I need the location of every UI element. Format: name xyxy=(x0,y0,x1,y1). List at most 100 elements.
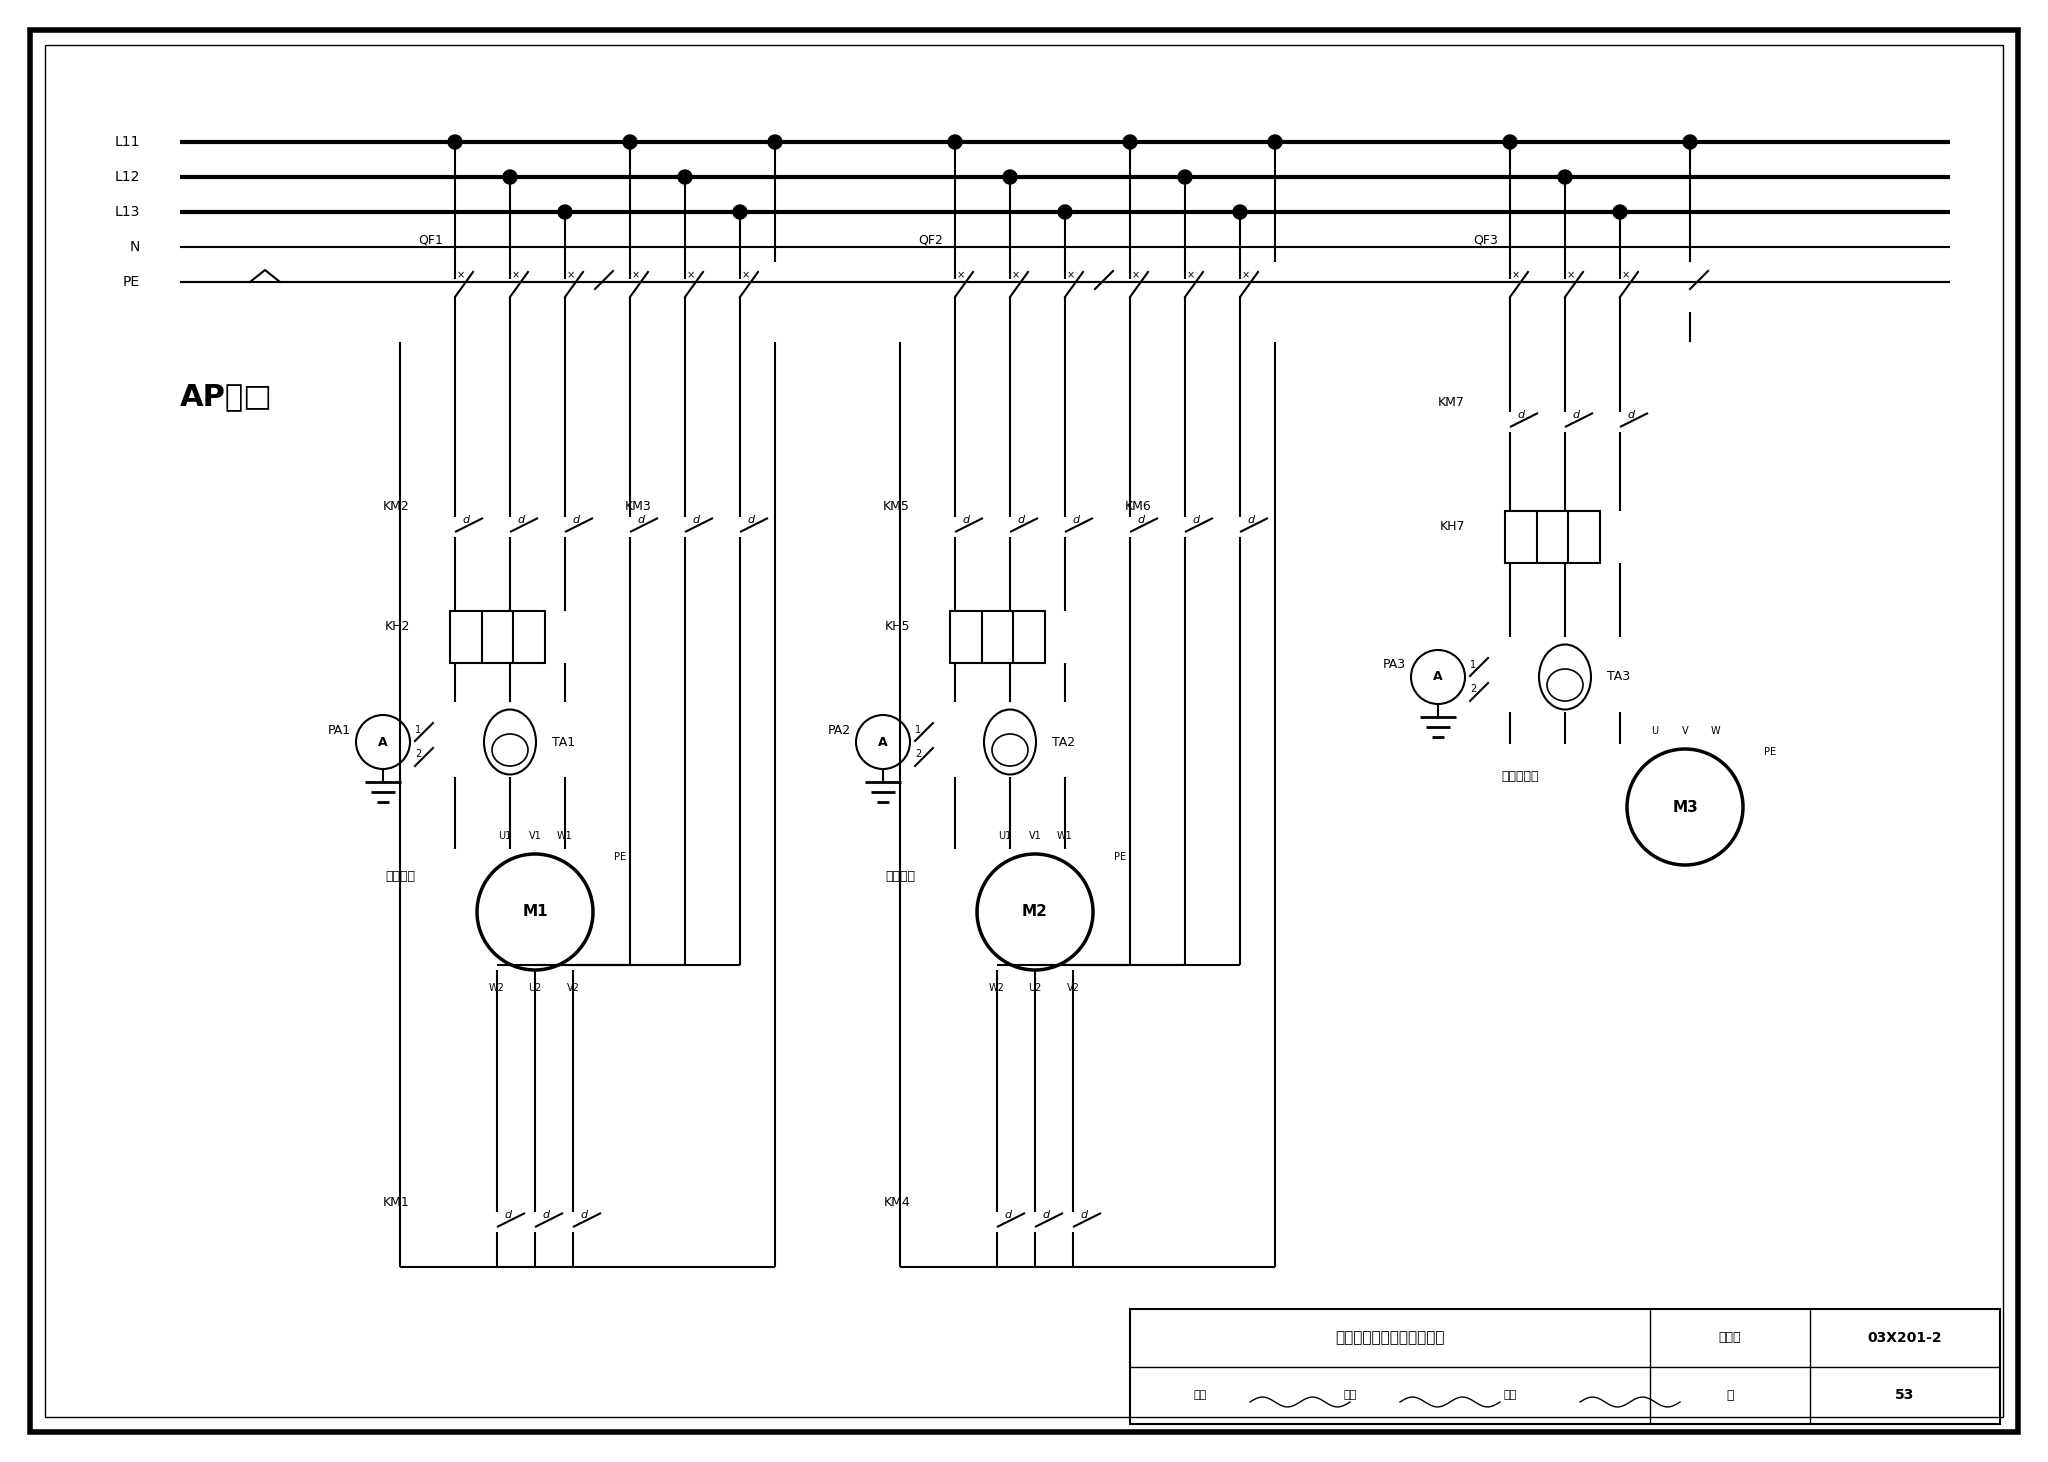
Text: 设计: 设计 xyxy=(1503,1390,1518,1401)
Text: d: d xyxy=(637,515,645,525)
Text: ×: × xyxy=(956,270,965,281)
Bar xyxy=(1130,1308,2001,1424)
Bar xyxy=(950,611,1044,662)
Text: ×: × xyxy=(1012,270,1020,281)
Text: d: d xyxy=(1018,515,1024,525)
Circle shape xyxy=(504,170,516,184)
Text: AP－□: AP－□ xyxy=(180,383,272,411)
Text: PA2: PA2 xyxy=(827,724,852,737)
Text: ×: × xyxy=(1067,270,1075,281)
Text: 校对: 校对 xyxy=(1343,1390,1356,1401)
Bar xyxy=(451,611,545,662)
Text: W: W xyxy=(1710,727,1720,735)
Text: 53: 53 xyxy=(1894,1389,1915,1402)
Text: PE: PE xyxy=(123,275,139,289)
Text: A: A xyxy=(879,735,889,749)
Text: V: V xyxy=(1681,727,1688,735)
Text: ×: × xyxy=(741,270,750,281)
Text: TA2: TA2 xyxy=(1053,735,1075,749)
Text: 03X201-2: 03X201-2 xyxy=(1868,1330,1942,1345)
Text: KH2: KH2 xyxy=(385,620,410,633)
Text: d: d xyxy=(1573,409,1579,420)
Text: d: d xyxy=(516,515,524,525)
Text: 冷却塔风机: 冷却塔风机 xyxy=(1501,770,1538,784)
Text: M1: M1 xyxy=(522,905,547,920)
Circle shape xyxy=(678,170,692,184)
Text: d: d xyxy=(571,515,580,525)
Circle shape xyxy=(1268,135,1282,149)
Text: KM7: KM7 xyxy=(1438,396,1464,408)
Text: M3: M3 xyxy=(1671,800,1698,814)
Text: W1: W1 xyxy=(557,830,573,841)
Text: 审核: 审核 xyxy=(1194,1390,1206,1401)
Text: 页: 页 xyxy=(1726,1389,1735,1402)
Text: ×: × xyxy=(1567,270,1575,281)
Circle shape xyxy=(1683,135,1698,149)
Text: U2: U2 xyxy=(528,982,541,993)
Text: d: d xyxy=(1247,515,1253,525)
Text: ×: × xyxy=(1188,270,1196,281)
Text: V2: V2 xyxy=(1067,982,1079,993)
Text: L13: L13 xyxy=(115,205,139,219)
Text: d: d xyxy=(543,1211,549,1219)
Text: KM3: KM3 xyxy=(625,500,651,513)
Circle shape xyxy=(1503,135,1518,149)
Text: 图集号: 图集号 xyxy=(1718,1332,1741,1344)
Text: QF3: QF3 xyxy=(1473,234,1497,247)
Circle shape xyxy=(733,205,748,219)
Text: W1: W1 xyxy=(1057,830,1073,841)
Text: 1: 1 xyxy=(915,725,922,735)
Text: ×: × xyxy=(1133,270,1141,281)
Text: d: d xyxy=(1004,1211,1012,1219)
Circle shape xyxy=(623,135,637,149)
Text: KM4: KM4 xyxy=(883,1196,909,1209)
Text: d: d xyxy=(463,515,469,525)
Circle shape xyxy=(768,135,782,149)
Text: PA3: PA3 xyxy=(1382,658,1407,671)
Text: 1: 1 xyxy=(416,725,422,735)
Text: KH5: KH5 xyxy=(885,620,909,633)
Text: 冷冻水泵: 冷冻水泵 xyxy=(385,870,416,883)
Text: W2: W2 xyxy=(989,982,1006,993)
Text: TA3: TA3 xyxy=(1608,671,1630,684)
Text: d: d xyxy=(692,515,698,525)
Text: d: d xyxy=(1079,1211,1087,1219)
Bar xyxy=(1505,512,1599,563)
Text: PE: PE xyxy=(614,852,627,863)
Text: d: d xyxy=(1518,409,1524,420)
Text: V1: V1 xyxy=(1028,830,1040,841)
Text: W2: W2 xyxy=(489,982,506,993)
Text: ×: × xyxy=(512,270,520,281)
Circle shape xyxy=(557,205,571,219)
Text: PA1: PA1 xyxy=(328,724,350,737)
Text: KM2: KM2 xyxy=(383,500,410,513)
Circle shape xyxy=(1178,170,1192,184)
Text: d: d xyxy=(1626,409,1634,420)
Text: V1: V1 xyxy=(528,830,541,841)
Text: V2: V2 xyxy=(567,982,580,993)
Text: N: N xyxy=(129,240,139,254)
Circle shape xyxy=(1233,205,1247,219)
Text: KH7: KH7 xyxy=(1440,520,1464,534)
Text: QF1: QF1 xyxy=(418,234,442,247)
Text: d: d xyxy=(504,1211,512,1219)
Text: TA1: TA1 xyxy=(553,735,575,749)
Text: ×: × xyxy=(1241,270,1249,281)
Text: U2: U2 xyxy=(1028,982,1042,993)
Text: ×: × xyxy=(567,270,575,281)
Text: A: A xyxy=(379,735,387,749)
Text: 2: 2 xyxy=(416,749,422,759)
Text: 冷水机组附泵控制柜（一）: 冷水机组附泵控制柜（一） xyxy=(1335,1330,1444,1345)
Text: U1: U1 xyxy=(997,830,1012,841)
Text: ×: × xyxy=(686,270,694,281)
Text: 1: 1 xyxy=(1470,659,1477,670)
Text: QF2: QF2 xyxy=(918,234,942,247)
Text: U: U xyxy=(1651,727,1659,735)
Text: d: d xyxy=(1192,515,1200,525)
Text: L11: L11 xyxy=(115,135,139,149)
Text: KM6: KM6 xyxy=(1124,500,1151,513)
Text: ×: × xyxy=(1511,270,1520,281)
Text: A: A xyxy=(1434,671,1442,684)
Text: d: d xyxy=(580,1211,588,1219)
Circle shape xyxy=(948,135,963,149)
